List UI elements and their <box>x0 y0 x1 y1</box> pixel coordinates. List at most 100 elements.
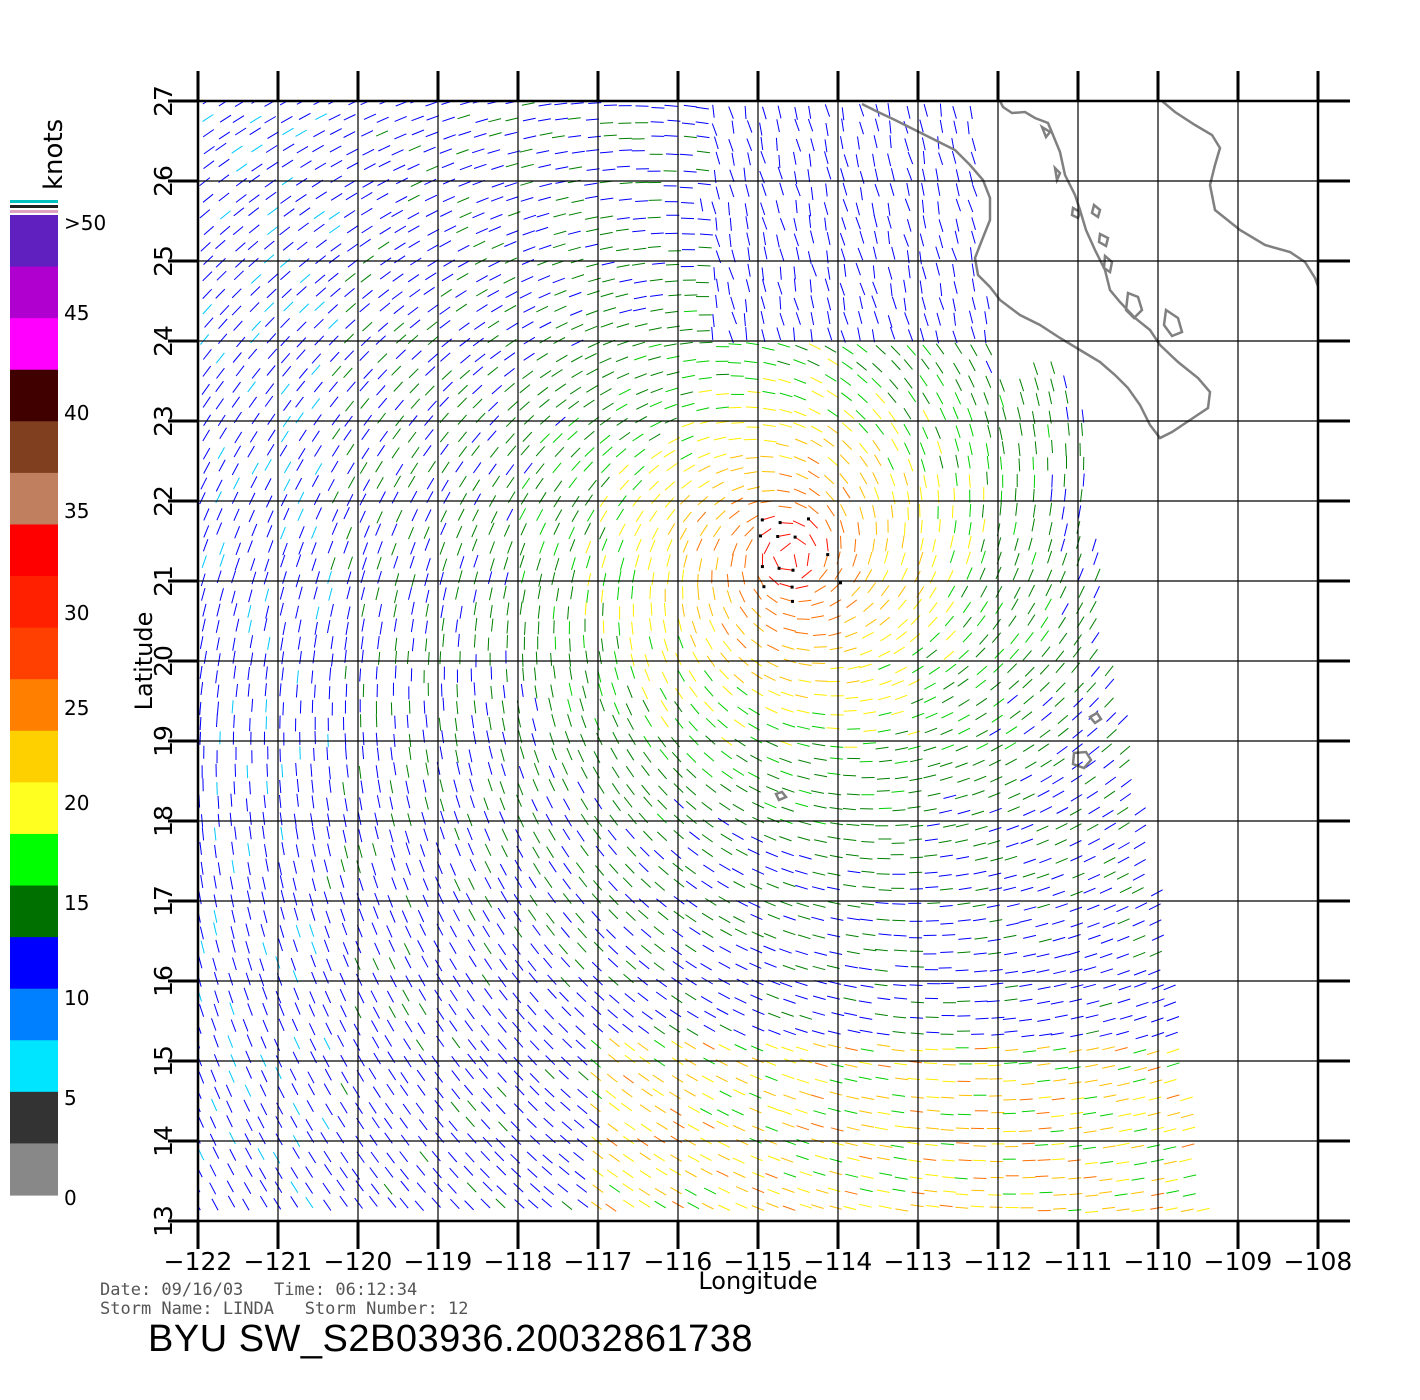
wind-vector <box>798 759 812 764</box>
wind-vector <box>634 554 640 568</box>
wind-vector <box>727 362 742 364</box>
wind-vector <box>402 1103 412 1115</box>
wind-vector <box>251 523 258 537</box>
wind-vector <box>202 193 214 203</box>
wind-vector <box>731 249 736 263</box>
wind-vector <box>877 1064 891 1068</box>
rain-flag <box>791 599 794 603</box>
wind-vector <box>910 966 924 968</box>
wind-vector <box>975 1017 989 1020</box>
wind-vector <box>293 987 300 1000</box>
wind-vector <box>548 861 557 873</box>
wind-vector <box>401 1003 410 1016</box>
wind-vector <box>585 216 598 220</box>
wind-vector <box>841 361 853 370</box>
wind-vector <box>970 393 977 406</box>
wind-vector <box>389 780 394 794</box>
wind-vector <box>339 875 345 888</box>
wind-vector <box>941 1176 955 1179</box>
wind-vector <box>765 624 778 632</box>
wind-vector <box>1149 950 1162 957</box>
wind-vector <box>425 131 439 138</box>
wind-vector <box>1090 666 1100 677</box>
wind-vector <box>858 1000 872 1004</box>
wind-vector <box>529 1135 541 1145</box>
wind-vector <box>955 454 959 468</box>
wind-vector <box>251 163 263 172</box>
wind-vector <box>648 433 661 441</box>
wind-vector <box>298 586 303 600</box>
wind-vector <box>1180 1113 1194 1119</box>
wind-vector <box>744 105 747 120</box>
wind-vector <box>234 127 247 136</box>
wind-vector <box>449 958 457 970</box>
wind-vector <box>1100 1113 1113 1117</box>
wind-vector <box>401 910 408 923</box>
wind-vector <box>1131 887 1144 894</box>
wind-vector <box>426 477 435 490</box>
wind-vector <box>442 381 453 392</box>
wind-vector <box>386 1083 395 1096</box>
wind-vector <box>282 241 294 251</box>
wind-vector <box>939 809 953 814</box>
wind-vector <box>217 447 225 459</box>
wind-vector <box>202 396 211 408</box>
rain-flag <box>759 534 762 538</box>
wind-vector <box>1005 726 1018 735</box>
wind-vector <box>571 557 576 570</box>
wind-vector <box>721 623 730 635</box>
wind-vector <box>203 650 207 664</box>
wind-vector <box>566 747 573 761</box>
wind-vector <box>799 1090 812 1096</box>
wind-vector <box>847 904 861 908</box>
wind-vector <box>202 539 209 552</box>
wind-vector <box>1116 953 1130 959</box>
wind-vector <box>372 1006 380 1019</box>
wind-vector <box>309 1038 317 1051</box>
wind-vector <box>904 198 911 212</box>
wind-vector <box>355 1180 364 1192</box>
wind-vector <box>923 313 929 327</box>
wind-vector <box>267 273 279 283</box>
wind-vector <box>295 554 302 567</box>
wind-vector <box>696 150 710 154</box>
wind-vector <box>293 860 297 874</box>
wind-vector <box>697 586 700 600</box>
wind-vector <box>928 602 938 614</box>
wind-vector <box>685 914 697 923</box>
wind-vector <box>258 1132 266 1145</box>
wind-vector <box>231 491 239 504</box>
wind-vector <box>495 1104 506 1115</box>
wind-vector <box>673 896 685 905</box>
wind-vector <box>980 585 988 598</box>
wind-vector <box>247 957 253 971</box>
wind-vector <box>763 246 768 260</box>
wind-vector <box>722 606 730 620</box>
wind-vector <box>497 1022 507 1033</box>
wind-vector <box>279 812 283 826</box>
wind-vector <box>295 684 298 698</box>
wind-vector <box>1134 807 1146 816</box>
wind-vector <box>1014 488 1017 502</box>
wind-vector <box>765 1173 778 1179</box>
wind-vector <box>265 666 268 680</box>
wind-vector <box>736 978 749 986</box>
wind-vector <box>705 735 716 745</box>
wind-vector <box>568 135 582 138</box>
wind-vector <box>859 442 868 454</box>
wind-vector <box>675 687 684 700</box>
wind-vector <box>558 1069 569 1080</box>
wind-vector <box>927 792 941 797</box>
wind-vector <box>487 430 497 441</box>
wind-vector <box>618 388 631 396</box>
wind-vector <box>502 685 506 699</box>
wind-vector <box>235 258 246 268</box>
wind-vector <box>498 1008 507 1020</box>
wind-vector <box>719 863 731 871</box>
wind-vector <box>874 118 880 132</box>
wind-vector <box>861 870 875 873</box>
wind-vector <box>696 606 701 620</box>
wind-vector <box>825 183 828 197</box>
wind-vector <box>311 526 317 539</box>
wind-vector <box>1014 553 1020 566</box>
